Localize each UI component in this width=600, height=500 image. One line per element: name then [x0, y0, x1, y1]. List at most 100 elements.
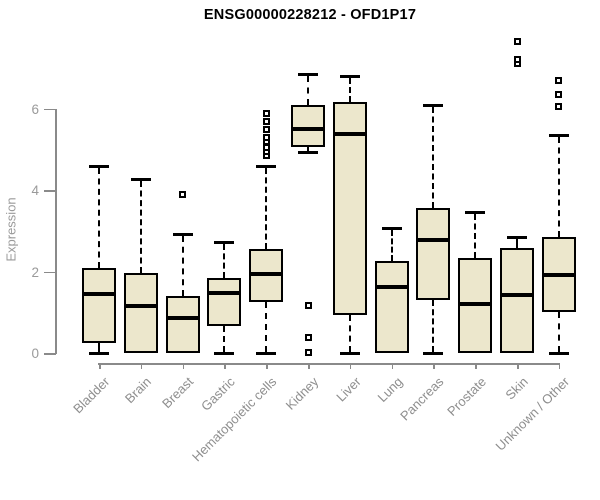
outlier-point-kidney [304, 301, 312, 309]
whisker-upper-hematopoietic-cells [265, 167, 268, 249]
x-tick-label-text: Breast [159, 374, 197, 412]
whisker-upper-kidney [307, 76, 309, 105]
whisker-lower-gastric [223, 326, 226, 352]
y-tick-label: 0 [31, 346, 39, 361]
median-line-bladder [84, 292, 114, 297]
whisker-cap-upper-gastric [214, 240, 235, 244]
whisker-cap-upper-skin [507, 236, 527, 240]
whisker-lower-kidney [307, 147, 309, 151]
median-line-breast [167, 316, 198, 321]
x-axis-tick [517, 363, 519, 369]
median-line-brain [125, 304, 156, 309]
whisker-cap-upper-pancreas [423, 103, 444, 107]
outlier-point-unknown-other [555, 102, 563, 110]
y-axis-tick [44, 108, 56, 111]
whisker-cap-lower-bladder [89, 352, 109, 355]
x-axis-tick [99, 363, 101, 369]
median-line-liver [334, 131, 365, 136]
y-axis-tick [44, 271, 56, 274]
outlier-point-skin [513, 55, 521, 63]
x-tick-label-text: Unknown / Other [492, 374, 573, 454]
x-tick-label-text: Kidney [282, 374, 322, 413]
whisker-upper-gastric [223, 243, 226, 279]
whisker-cap-upper-bladder [89, 164, 109, 168]
whisker-lower-liver [348, 314, 351, 352]
x-axis-tick [182, 363, 185, 369]
whisker-cap-lower-liver [339, 352, 360, 355]
whisker-upper-liver [348, 78, 351, 103]
whisker-upper-bladder [98, 167, 100, 268]
y-axis-line [55, 108, 57, 354]
boxplot-box-pancreas [416, 208, 451, 301]
whisker-lower-pancreas [432, 300, 435, 352]
median-line-skin [502, 292, 532, 297]
median-line-lung [376, 284, 407, 289]
x-tick-label-text: Lung [374, 374, 406, 406]
y-tick-label: 4 [31, 183, 39, 199]
boxplot-box-breast [165, 296, 200, 353]
boxplot-box-bladder [82, 267, 116, 343]
outlier-point-hematopoietic-cells [262, 117, 270, 125]
whisker-cap-lower-unknown-other [548, 352, 569, 355]
whisker-cap-lower-hematopoietic-cells [256, 352, 277, 355]
whisker-cap-upper-brain [130, 177, 151, 181]
boxplot-box-gastric [207, 278, 242, 327]
whisker-upper-brain [139, 180, 142, 273]
x-axis-tick [475, 363, 477, 369]
whisker-upper-lung [390, 229, 393, 262]
whisker-upper-unknown-other [557, 137, 560, 238]
x-tick-label-text: Liver [332, 374, 364, 405]
x-axis-tick [391, 363, 394, 369]
x-axis-tick [349, 363, 352, 369]
y-tick-label: 6 [31, 101, 39, 117]
whisker-upper-pancreas [432, 106, 435, 209]
x-axis-tick [558, 363, 561, 369]
median-line-prostate [460, 302, 491, 307]
median-line-gastric [209, 290, 240, 295]
x-axis-tick [224, 363, 226, 369]
outlier-point-hematopoietic-cells [262, 144, 270, 152]
whisker-upper-skin [516, 239, 518, 249]
whisker-lower-bladder [98, 342, 100, 352]
median-line-kidney [293, 127, 323, 132]
x-tick-label-text: Brain [122, 374, 155, 407]
boxplot-box-brain [123, 272, 158, 353]
median-line-hematopoietic-cells [251, 271, 282, 276]
whisker-cap-lower-pancreas [423, 352, 444, 355]
outlier-point-kidney [304, 348, 312, 356]
x-tick-label-text: Pancreas [397, 374, 447, 424]
whisker-upper-prostate [474, 214, 477, 258]
whisker-cap-lower-kidney [298, 150, 318, 154]
x-tick-label-text: Gastric [198, 374, 238, 414]
x-axis-line [98, 363, 560, 365]
whisker-cap-upper-prostate [465, 211, 486, 215]
x-tick-label-text: Skin [502, 374, 531, 403]
y-tick-label: 2 [31, 264, 39, 280]
outlier-point-hematopoietic-cells [262, 109, 270, 117]
boxplot-box-skin [500, 248, 534, 353]
outlier-point-hematopoietic-cells [262, 133, 270, 141]
whisker-cap-upper-breast [172, 233, 193, 237]
whisker-cap-upper-kidney [298, 73, 318, 77]
outlier-point-unknown-other [555, 77, 563, 85]
y-axis-tick [44, 190, 56, 192]
outlier-point-kidney [304, 333, 312, 341]
whisker-upper-breast [181, 236, 184, 297]
whisker-lower-unknown-other [557, 312, 560, 352]
whisker-cap-upper-unknown-other [548, 134, 569, 138]
whisker-cap-upper-lung [381, 226, 402, 230]
whisker-cap-lower-gastric [214, 352, 235, 355]
outlier-point-hematopoietic-cells [262, 125, 270, 133]
boxplot-box-lung [374, 261, 409, 353]
whisker-cap-upper-hematopoietic-cells [256, 164, 277, 168]
boxplot-box-kidney [291, 104, 325, 148]
median-line-unknown-other [543, 272, 574, 277]
x-axis-tick [433, 363, 435, 369]
x-axis-tick [266, 363, 268, 369]
y-axis-tick [44, 353, 56, 355]
outlier-point-unknown-other [555, 91, 563, 99]
x-axis-tick [140, 363, 143, 369]
x-axis-tick [308, 363, 310, 369]
boxplot-box-liver [332, 102, 367, 315]
